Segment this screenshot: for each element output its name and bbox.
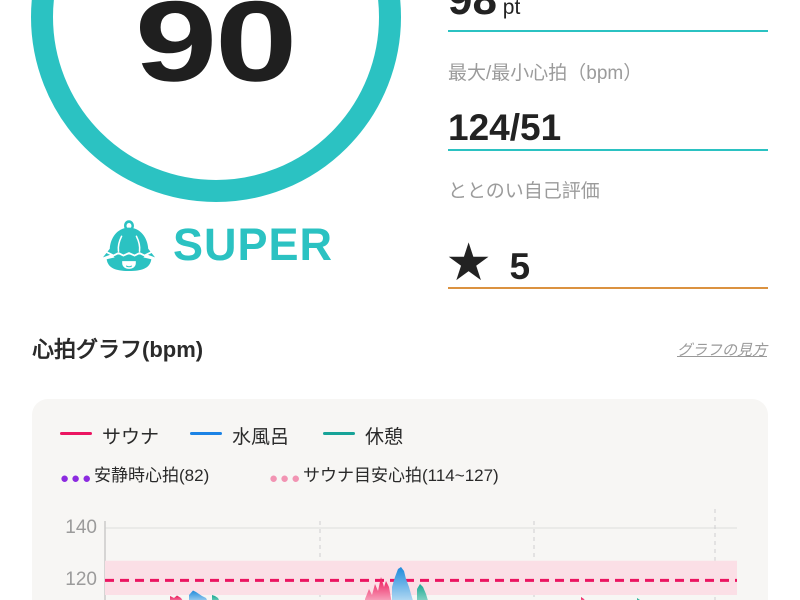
svg-text:140: 140 xyxy=(65,517,97,538)
svg-text:120: 120 xyxy=(65,569,97,590)
